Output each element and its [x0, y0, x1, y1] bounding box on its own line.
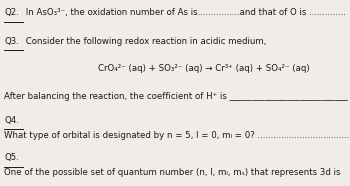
Text: Q3.: Q3.	[4, 37, 19, 46]
Text: CrO₄²⁻ (aq) + SO₃²⁻ (aq) → Cr³⁺ (aq) + SO₄²⁻ (aq): CrO₄²⁻ (aq) + SO₃²⁻ (aq) → Cr³⁺ (aq) + S…	[98, 64, 310, 73]
Text: ................................................................................: ........................................…	[4, 184, 350, 186]
Text: After balancing the reaction, the coefficient of H⁺ is _________________________: After balancing the reaction, the coeffi…	[4, 92, 348, 101]
Text: Q2.: Q2.	[4, 8, 19, 17]
Text: One of the possible set of quantum number (n, l, mₗ, mₛ) that represents 3d is: One of the possible set of quantum numbe…	[4, 168, 341, 177]
Text: Q5.: Q5.	[4, 153, 19, 162]
Text: What type of orbital is designated by n = 5, l = 0, mₗ = 0? ....................: What type of orbital is designated by n …	[4, 131, 350, 140]
Text: In AsO₃³⁻, the oxidation number of As is................and that of O is .......: In AsO₃³⁻, the oxidation number of As is…	[23, 8, 346, 17]
Text: Consider the following redox reaction in acidic medium,: Consider the following redox reaction in…	[23, 37, 267, 46]
Text: Q4.: Q4.	[4, 116, 19, 125]
